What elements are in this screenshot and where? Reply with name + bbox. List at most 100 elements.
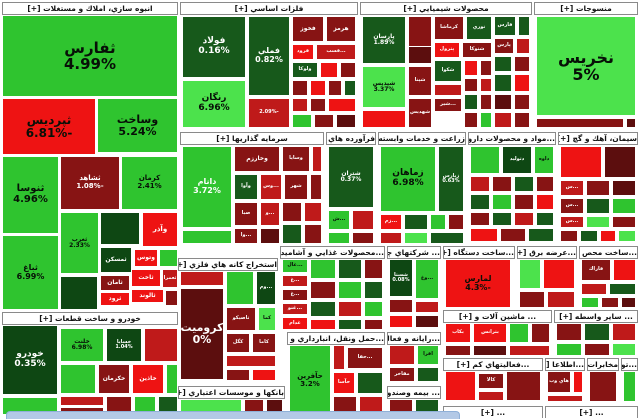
tile[interactable] [480,94,492,110]
sector-header-investments[interactable]: سرمايه گذاريها [+] [180,132,324,145]
sector-header-metals[interactable]: فلزات اساسي [+] [180,2,358,15]
tile-كرماشا[interactable]: كرماشا [434,16,464,40]
tile[interactable] [612,216,636,228]
tile[interactable] [304,202,322,222]
tile-ثباغ[interactable]: ثباغ 6.99% [2,235,59,310]
tile[interactable] [470,176,490,192]
tile[interactable] [312,146,322,172]
tile-...فسب[interactable]: ...فسب [316,44,356,60]
tile[interactable] [310,319,336,330]
tile[interactable] [556,323,582,341]
tile-...شير[interactable]: ...شير [434,98,462,112]
tile[interactable] [470,146,500,174]
tile-هرمز[interactable]: هرمز [326,16,356,42]
tile[interactable] [536,176,554,192]
tile-...حفا[interactable]: ...حفا [347,347,383,369]
tile[interactable] [470,228,498,242]
tile-شستا[interactable]: شستا 0.08% [389,259,413,297]
tile[interactable] [612,180,636,196]
tile-حآفرين[interactable]: حآفرين 3.2% [289,345,331,416]
tile[interactable] [310,98,326,112]
tile[interactable] [584,343,610,356]
tile[interactable] [556,343,582,356]
tile[interactable] [352,210,374,230]
tile[interactable] [514,176,534,192]
tile[interactable] [494,56,512,72]
tile-...س[interactable]: ...س [560,198,584,214]
tile[interactable] [364,259,383,279]
tile[interactable] [408,46,432,64]
tile-وساخت[interactable]: وساخت 5.24% [97,98,178,153]
tile[interactable] [357,372,383,394]
sector-header-other-finance[interactable]: ... ساير واسطه [+] [554,310,638,323]
tile[interactable] [478,391,504,401]
tile[interactable] [364,301,383,317]
tile[interactable] [492,194,512,210]
tile-وخارزم[interactable]: وخارزم [234,146,280,172]
tile[interactable] [100,212,140,245]
tile-وسايا[interactable]: وسايا [282,146,310,172]
sector-header-production[interactable]: ...توليد [+] [621,358,638,371]
tile[interactable] [464,94,478,110]
tile-زماهان[interactable]: زماهان 6.98% [380,146,436,212]
tile[interactable] [333,345,345,370]
tile-پارس[interactable]: پارس [494,38,514,54]
tile[interactable] [344,80,356,96]
tile-ثغرب[interactable]: ثغرب 2.33% [60,212,99,274]
tile[interactable] [389,315,413,328]
tile[interactable] [352,232,374,244]
tile[interactable] [492,212,512,226]
tile[interactable] [448,214,464,230]
tile[interactable] [389,299,413,313]
tile[interactable] [180,271,224,286]
tile-خودرو[interactable]: خودرو 0.35% [2,325,58,395]
sector-header-devices[interactable]: ...ساخت دستگاه [+] [443,246,515,259]
tile[interactable] [480,112,492,128]
tile[interactable] [516,38,530,54]
tile[interactable] [480,60,492,76]
tile-ثرود[interactable]: ثرود [100,292,130,306]
sector-header-computer[interactable]: ...رايانه و فعاليت [+] [387,332,441,345]
tile-نوري[interactable]: نوري [466,16,492,40]
tile-...وم[interactable]: ...وم [256,271,276,305]
tile[interactable] [434,84,462,96]
tile[interactable] [292,98,308,112]
tile[interactable] [519,291,545,308]
tile[interactable] [609,283,636,295]
tile[interactable] [340,62,356,78]
tile[interactable] [509,345,550,356]
tile-...س[interactable]: ...س [560,216,584,228]
tile[interactable] [531,323,550,343]
tile-ثاخت[interactable]: ثاخت [131,269,161,287]
tile[interactable] [338,301,362,317]
sector-header-cement[interactable]: سيمان، آهك و گچ [+] [558,132,638,145]
sector-header-chemicals[interactable]: محصولات شيميايي [+] [360,2,532,15]
tile[interactable] [226,369,250,381]
sector-header-conglomerates[interactable]: ... شركتهاي چند [+] [387,246,441,259]
tile-زپارس[interactable]: زپارس 0.63% [438,146,464,212]
sector-header-aux-activities[interactable]: ...فعاليتهاي كم [+] [443,358,543,371]
tile[interactable] [581,283,607,295]
tile-افرا[interactable]: افرا [417,345,439,365]
tile[interactable] [328,80,342,96]
sector-header-pharma[interactable]: ...مواد و محصولات دارو [+] [468,132,556,145]
tile-شكوا[interactable]: شكوا [434,60,462,82]
tile[interactable] [586,198,610,214]
tile[interactable] [536,118,624,128]
tile-وتوس[interactable]: وتوس [134,249,158,267]
tile[interactable] [560,146,602,178]
tile[interactable] [514,94,530,110]
tile-كالا[interactable]: كالا [478,373,504,389]
tile[interactable] [618,230,636,242]
tile[interactable] [430,214,446,230]
tile-...غنو[interactable]: ...غنو [282,303,308,315]
tile[interactable] [338,319,362,330]
tile[interactable] [626,118,636,128]
tile[interactable] [226,355,276,367]
tile-ثشاهد[interactable]: ثشاهد -1.08% [60,156,120,210]
tile-دتوليد[interactable]: دتوليد [502,146,532,174]
tile-نخريس[interactable]: نخريس 5% [536,16,636,116]
tile-بترانس[interactable]: بترانس [473,323,507,343]
tile[interactable] [586,180,610,196]
tile-پارسان[interactable]: پارسان 1.89% [362,16,406,64]
